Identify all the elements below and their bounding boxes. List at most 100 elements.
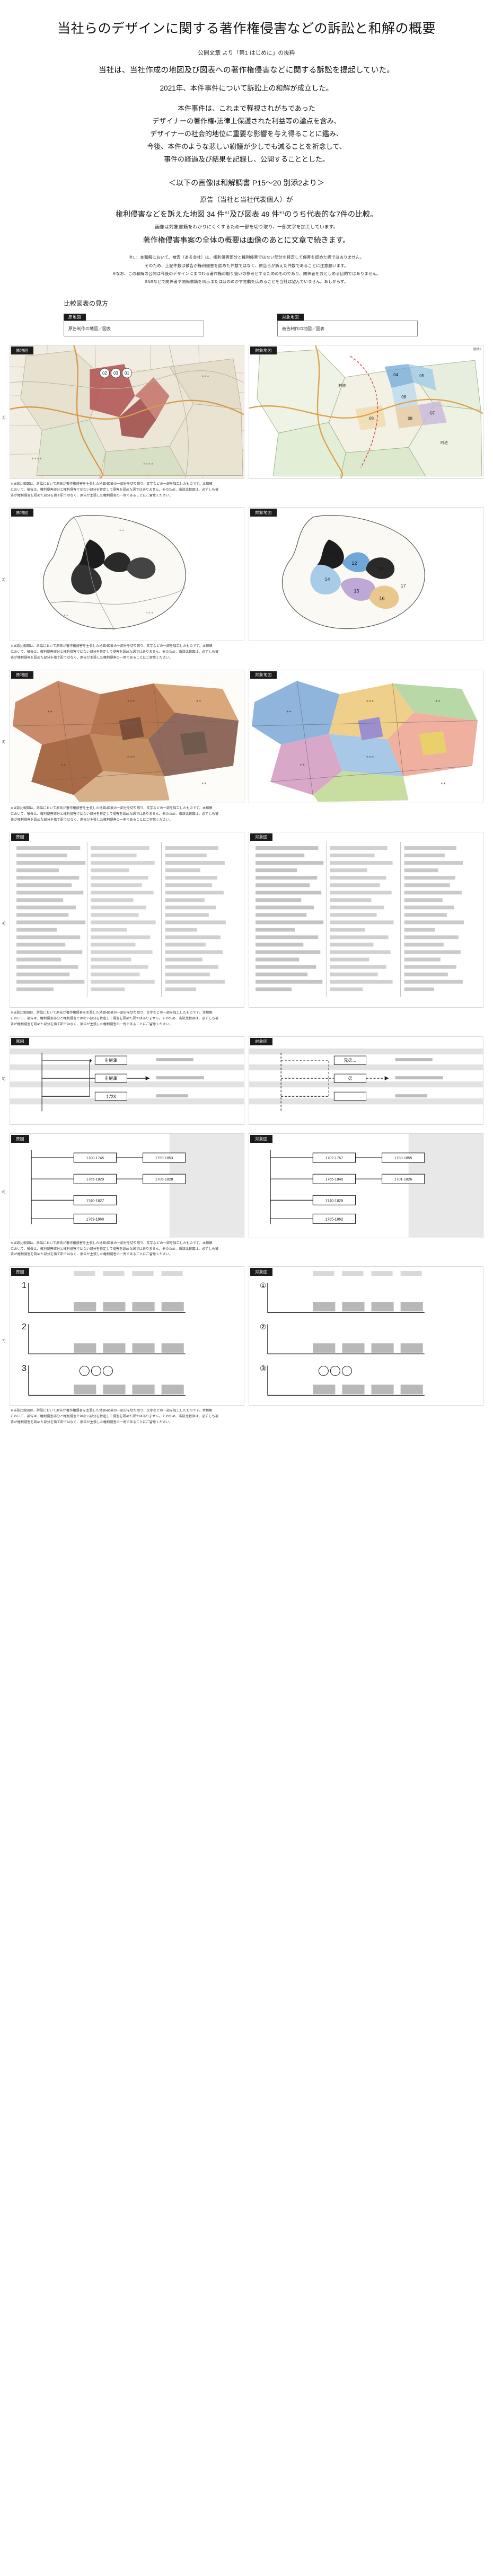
genealogy-original: 1700-1745 1765-1829 1740-1827 1789-1860 …	[10, 1133, 244, 1238]
figure-note-line: ※当該比較図は、訴訟において原告が著作権侵害を主張した地図・図表の一部分を切り取…	[11, 806, 213, 811]
figure-index: 3)	[2, 740, 6, 744]
figure-3-original: 原地図 ＊＊ ＊＊＊ ＊＊	[10, 669, 244, 804]
figure-3: 3) 原地図	[0, 669, 493, 823]
footnote-marker: ※1	[224, 211, 230, 215]
figure-chip-original: 原図	[11, 1135, 29, 1143]
svg-text:＊＊: ＊＊	[196, 700, 201, 703]
count-mid: 及び図表 49 件	[230, 210, 279, 219]
genealogy-node: 1702-1767	[325, 1157, 344, 1160]
step-number: ③	[260, 1364, 267, 1373]
figure-note-line: 告が権利侵害を認めた部分を指す訳ではなく、原告が主張した権利侵害の一例であること…	[11, 818, 173, 822]
svg-text:＊＊: ＊＊	[47, 710, 52, 714]
figure-note-line: において、被告は、権利侵害部分と権利侵害ではない部分を特定して侵害を認めた訳では…	[11, 1017, 219, 1021]
figure-6: 6) 原図	[0, 1133, 493, 1258]
svg-text:＊＊: ＊＊	[119, 530, 124, 533]
figure-note-line: 告が権利侵害を認めた部分を指す訳ではなく、原告が主張した権利侵害の一例であること…	[11, 1023, 173, 1027]
genealogy-node: 1765-1829	[86, 1178, 104, 1182]
figure-2-target: 対象地図 11 12 13 14 15	[249, 507, 483, 642]
figure-chip-target: 対象図	[250, 1135, 272, 1143]
figure-3-target: 対象地図 ＊＊ ＊＊＊ ＊＊	[249, 669, 483, 804]
steps-target: ① ② ③	[249, 1266, 483, 1406]
figure-note-line: において、被告は、権利侵害部分と権利侵害ではない部分を特定して侵害を認めた訳では…	[11, 487, 219, 492]
map-road-label: 町道	[441, 440, 448, 445]
figure-note-line: ※当該比較図は、訴訟において原告が著作権侵害を主張した地図・図表の一部分を切り取…	[11, 644, 213, 649]
paragraph-line: 今後、本件のような悲しい紛議が少しでも減ることを祈念して、	[147, 143, 346, 151]
figure-note-line: 告が権利侵害を認めた部分を指す訳ではなく、原告が主張した権利侵害の一例であること…	[11, 1420, 173, 1424]
summary-paragraph: 本件事件は、これまで軽視されがちであった デザイナーの著作権・法律上保護された利…	[0, 102, 493, 166]
source-note: 公開文章 より「第1 はじめに」の抜粋	[198, 50, 295, 56]
svg-text:＊＊: ＊＊	[201, 782, 207, 785]
footnote-marker: ※1	[279, 211, 285, 215]
tree-node-label: 弟	[348, 1076, 352, 1081]
map-original-mono: ＊＊＊＊＊＊＊＊	[10, 507, 244, 642]
figure-note: ※当該比較図は、訴訟において原告が著作権侵害を主張した地図・図表の一部分を切り取…	[10, 806, 483, 823]
figure-note: ※当該比較図は、訴訟において原告が著作権侵害を主張した地図・図表の一部分を切り取…	[10, 482, 483, 499]
svg-text:＊＊＊: ＊＊＊	[366, 700, 374, 703]
footnote-line: ※なお、この和解の公開は今後のデザインにまつわる著作権の取り扱いの参考とするため…	[112, 271, 381, 276]
figure-index: 2)	[2, 578, 6, 582]
legend-chip-target: 対象地図	[277, 313, 304, 322]
map-target-color: 04 05 06 07 08 09 村道 町道	[249, 345, 483, 479]
figure-note-line: ※当該比較図は、訴訟において原告が著作権侵害を主張した地図・図表の一部分を切り取…	[11, 1011, 213, 1015]
legend-caption-target: 被告制作の地図／図表	[282, 326, 324, 332]
paragraph-line: 事件の経過及び結果を記録し、公開することとした。	[163, 155, 329, 164]
genealogy-node: 1700-1745	[86, 1157, 104, 1160]
figure-note-line: 告が権利侵害を認めた部分を指す訳ではなく、原告が主張した権利侵害の一例であること…	[11, 655, 173, 660]
figure-6-target: 対象図	[249, 1133, 483, 1238]
document-page: 当社らのデザインに関する著作権侵害などの訴訟と和解の概要 公開文章 より「第1 …	[0, 21, 493, 1425]
footnotes: ※1： 本和解において、被告（ある会社）は、権利侵害部分と権利侵害ではない部分を…	[0, 254, 493, 285]
map-label: 04	[393, 372, 398, 377]
legend-target: 対象地図 被告制作の地図／図表	[277, 312, 418, 337]
figure-chip-original: 原地図	[11, 509, 33, 517]
genealogy-target: 1702-1767 1765-1840 1740-1825 1785-1862 …	[249, 1133, 483, 1238]
genealogy-node: 1701-1826	[394, 1178, 412, 1182]
figure-chip-original: 原地図	[11, 671, 33, 679]
figure-note-line: ※当該比較図は、訴訟において原告が著作権侵害を主張した地図・図表の一部分を切り取…	[11, 1408, 213, 1413]
figure-1: 1) 原地図	[0, 345, 493, 499]
step-number: ②	[260, 1323, 267, 1331]
genealogy-node: 1740-1825	[325, 1200, 344, 1203]
figure-7-original: 原図 1 2 3	[10, 1266, 244, 1406]
figure-note-line: において、被告は、権利侵害部分と権利侵害ではない部分を特定して侵害を認めた訳では…	[11, 1247, 219, 1251]
figure-2: 2) 原地図 ＊＊＊ ＊＊＊ ＊＊	[0, 507, 493, 661]
figure-4-target: 対象図	[249, 831, 483, 1008]
count-suffix: のうち代表的な7件の比較。	[284, 210, 378, 219]
figure-note-line: において、被告は、権利侵害部分と権利侵害ではない部分を特定して侵害を認めた訳では…	[11, 812, 219, 816]
figure-note: ※当該比較図は、訴訟において原告が著作権侵害を主張した地図・図表の一部分を切り取…	[10, 1010, 483, 1028]
figure-note-line: において、被告は、権利侵害部分と権利侵害ではない部分を特定して侵害を認めた訳では…	[11, 650, 219, 654]
svg-text:＊＊＊＊: ＊＊＊＊	[31, 458, 42, 461]
figure-1-original: 原地図	[10, 345, 244, 479]
figure-4-original: 原図	[10, 831, 244, 1008]
genealogy-node: 1785-1862	[325, 1218, 344, 1222]
lead-line-1: 当社は、当社作成の地図及び図表への著作権侵害などに関する訴訟を提起していた。	[98, 66, 395, 75]
footnote-line: そのため、上記件数は被告が権利侵害を認めた件数ではなく、原告らが訴えた件数である…	[145, 263, 348, 268]
figure-chip-target: 対象図	[250, 833, 272, 841]
svg-text:＊＊＊: ＊＊＊	[60, 615, 68, 618]
genealogy-node: 1789-1860	[86, 1218, 104, 1222]
svg-text:＊＊: ＊＊	[60, 763, 66, 767]
genealogy-node: 1740-1827	[86, 1200, 104, 1203]
figure-chip-target: 対象図	[250, 1268, 272, 1276]
tree-node-label: 1723	[107, 1094, 116, 1099]
figure-index: 5)	[2, 1077, 6, 1081]
figure-7: 7) 原図 1 2	[0, 1266, 493, 1425]
step-number: 3	[22, 1364, 27, 1373]
map-label: 07	[430, 411, 435, 416]
map-label: 03	[113, 371, 118, 376]
tree-original: を継承 を継承 1723	[10, 1036, 244, 1125]
paragraph-line: デザイナーの著作権・法律上保護された利益等の論点を含み、	[152, 117, 341, 126]
count-line: 権利侵害などを訴えた地図 34 件※1及び図表 49 件※1のうち代表的な7件の…	[0, 209, 493, 219]
genealogy-node: 1799-1853	[155, 1157, 173, 1160]
legend-box-target: 被告制作の地図／図表	[277, 321, 418, 337]
map-label: 14	[324, 577, 330, 582]
table-target-redacted	[249, 831, 483, 1008]
tree-target: 兄弟… 弟	[249, 1036, 483, 1125]
map-label: 01	[125, 371, 129, 376]
figure-note: ※当該比較図は、訴訟において原告が著作権侵害を主張した地図・図表の一部分を切り取…	[10, 1241, 483, 1258]
genealogy-node: 1705-1828	[155, 1178, 173, 1182]
legend-original: 原地図 原告制作の地図／図表	[64, 312, 204, 337]
figure-chip-target: 対象地図	[250, 347, 277, 354]
legend-section: 比較図表の見方 原地図 原告制作の地図／図表 対象地図 被告制作の地図／図表	[0, 299, 493, 337]
map-label: 11	[328, 552, 332, 557]
tree-node-label: 兄弟…	[344, 1058, 356, 1063]
